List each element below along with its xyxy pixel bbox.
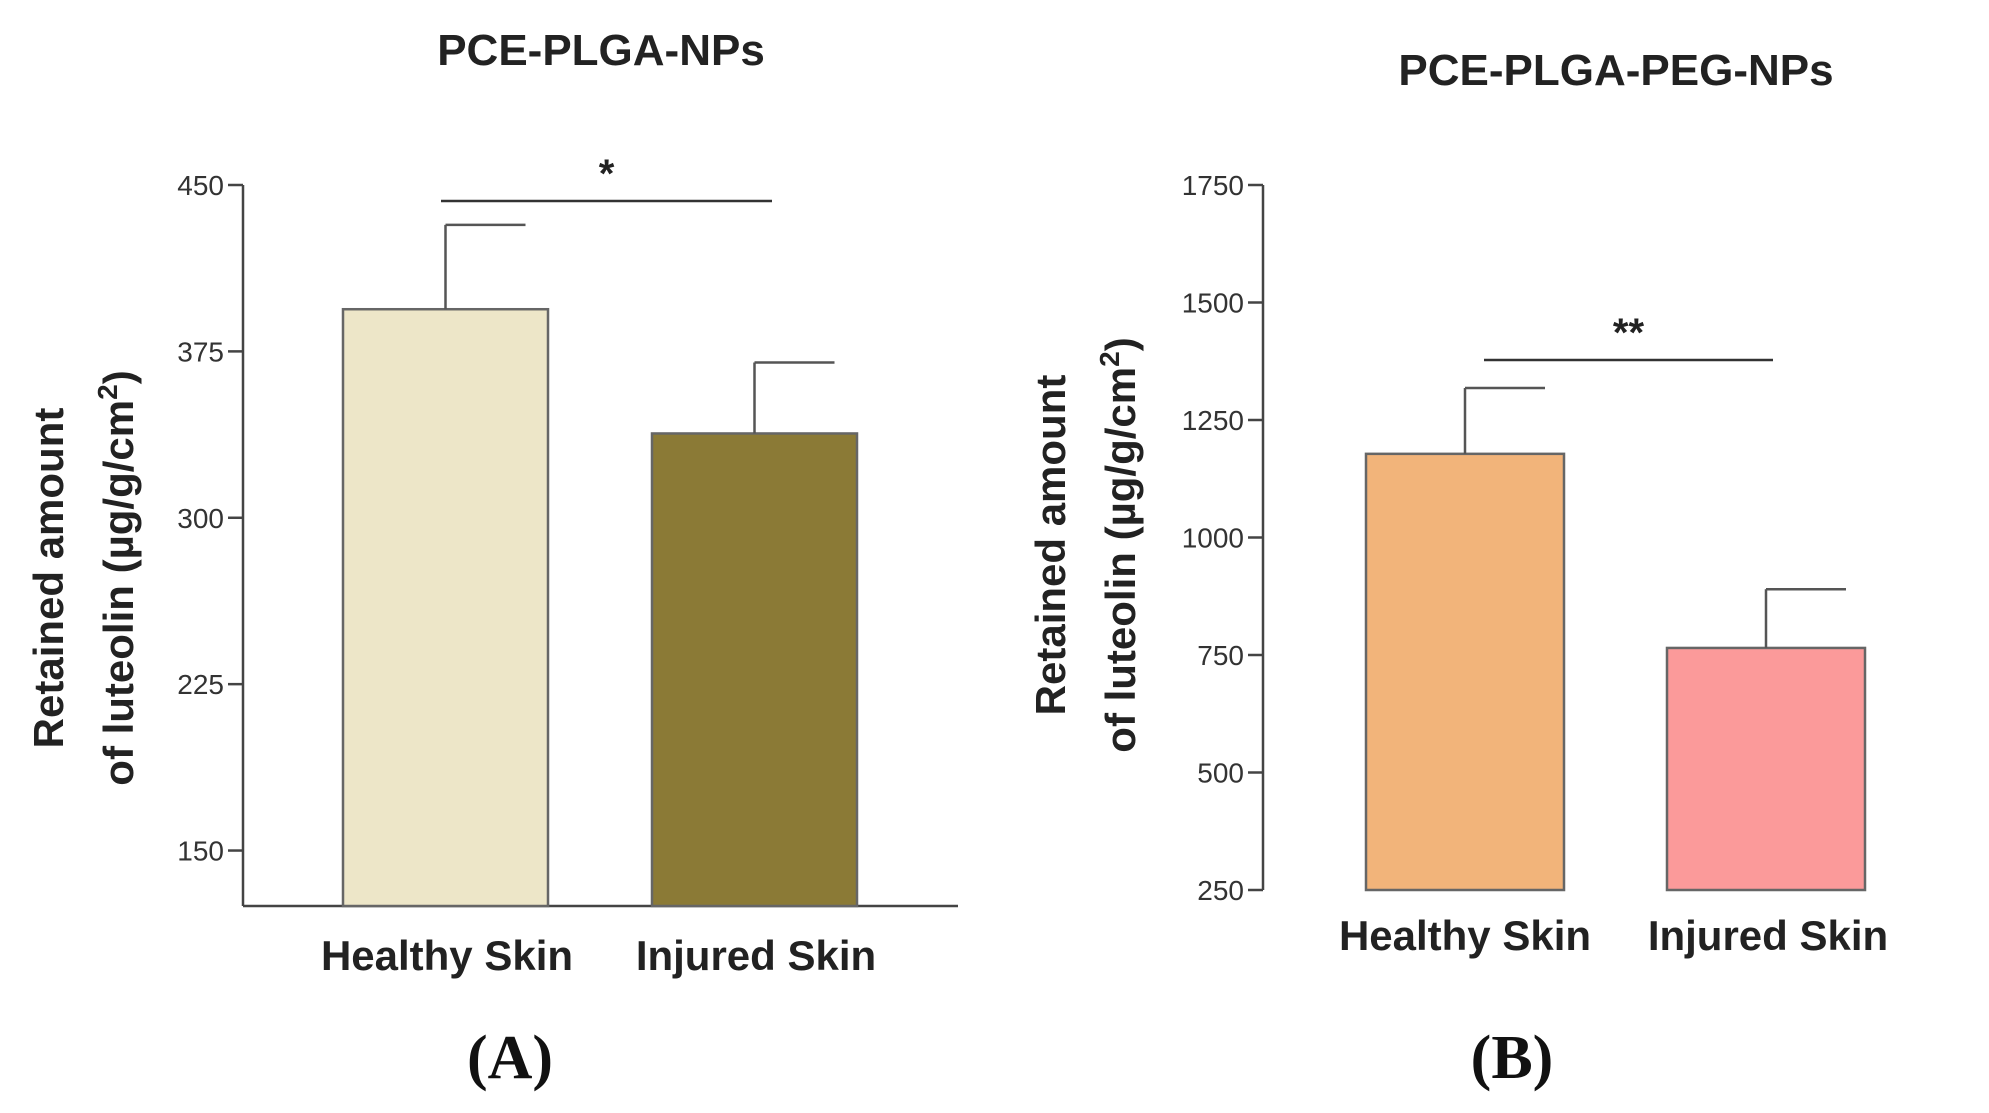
panel-a: PCE-PLGA-NPs Retained amount of luteolin…: [25, 26, 958, 1092]
panel-b-y-tick-label: 750: [1197, 640, 1244, 671]
panel-a-ylabel-main: of luteolin (µg/g/cm: [95, 400, 142, 786]
panel-a-significance-marker: *: [599, 152, 615, 196]
panel-b-y-tick-label: 1500: [1182, 288, 1244, 319]
panel-a-y-tick-label: 450: [177, 170, 224, 201]
panel-a-y-tick-label: 375: [177, 336, 224, 367]
panel-b-ylabel-line2: of luteolin (µg/g/cm2): [1094, 337, 1144, 752]
panel-a-ylabel-line2: of luteolin (µg/g/cm2): [92, 370, 142, 785]
panel-a-title: PCE-PLGA-NPs: [437, 26, 765, 75]
panel-b-bar-injured-skin: [1665, 646, 1867, 892]
panel-b-ylabel-line1: Retained amount: [1027, 375, 1074, 716]
panel-a-bar-injured-skin: [650, 432, 859, 908]
panel-a-y-tick-label: 225: [177, 669, 224, 700]
panel-b-significance-marker: **: [1613, 311, 1645, 355]
panel-a-category-label: Injured Skin: [636, 932, 876, 979]
panel-b-y-tick-label: 1000: [1182, 523, 1244, 554]
panel-a-y-tick-label: 150: [177, 836, 224, 867]
panel-a-y-tick-label: 300: [177, 503, 224, 534]
panel-a-label: (A): [467, 1024, 553, 1092]
panel-a-category-label: Healthy Skin: [321, 932, 573, 979]
panel-a-ylabel-sup: 2: [92, 384, 123, 400]
panel-b-ylabel-main: of luteolin (µg/g/cm: [1097, 367, 1144, 753]
panel-b-bar-healthy-skin: [1364, 452, 1566, 892]
panel-a-ylabel-close: ): [95, 370, 142, 384]
panel-b-y-tick-label: 250: [1197, 875, 1244, 906]
panel-b-y-tick-label: 1750: [1182, 170, 1244, 201]
panel-b-y-tick-label: 1250: [1182, 405, 1244, 436]
panel-b: PCE-PLGA-PEG-NPs Retained amount of lute…: [1027, 46, 1888, 1092]
panel-b-ylabel-sup: 2: [1094, 351, 1125, 367]
panel-b-category-label: Injured Skin: [1648, 912, 1888, 959]
panel-a-bar-healthy-skin: [341, 307, 550, 908]
panel-a-ylabel-line1: Retained amount: [25, 408, 72, 749]
panel-a-axes: 150 225 300 375 450 Healthy Skin Injured Skin *: [177, 152, 958, 979]
panel-b-label: (B): [1471, 1024, 1554, 1092]
panel-b-y-tick-label: 500: [1197, 758, 1244, 789]
panel-b-category-label: Healthy Skin: [1339, 912, 1591, 959]
panel-b-axes: 250 500 750 1000 1250 1500 1750 Healthy Skin Inj…: [1182, 170, 1888, 959]
panel-b-title: PCE-PLGA-PEG-NPs: [1398, 46, 1833, 95]
panel-b-ylabel-close: ): [1097, 337, 1144, 351]
